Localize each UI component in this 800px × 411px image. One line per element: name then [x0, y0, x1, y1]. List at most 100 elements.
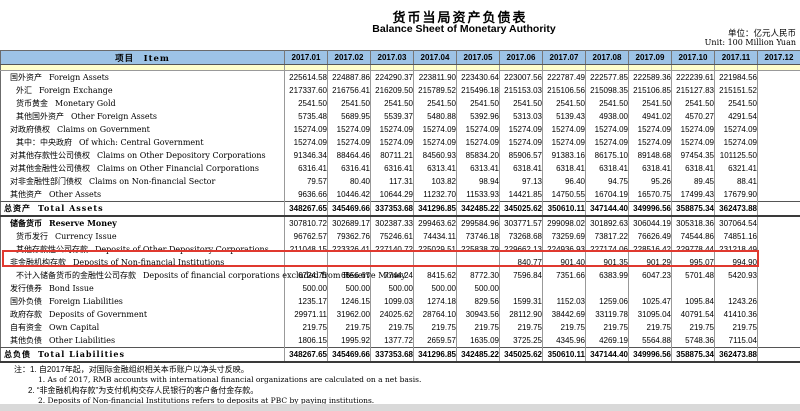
row-label-en: Foreign Exchange	[39, 86, 113, 95]
page-title-en: Balance Sheet of Monetary Authority	[372, 23, 556, 35]
cell-value: 85906.57	[499, 149, 543, 162]
cell-value: 10446.42	[327, 188, 371, 202]
cell-value: 225838.79	[456, 243, 500, 256]
cell-value: 28112.90	[499, 308, 543, 321]
cell-value: 229778.44	[671, 243, 715, 256]
cell-value: 223326.41	[327, 243, 371, 256]
row-label: 其他存款性公司存款 Deposits of Other Depository Co…	[1, 243, 285, 256]
horizontal-scrollbar[interactable]	[0, 404, 800, 411]
row-label-zh: 对非金融性部门债权	[10, 177, 82, 186]
cell-value: 215496.18	[456, 84, 500, 97]
cell-value	[284, 256, 328, 269]
cell-value: 38442.69	[542, 308, 586, 321]
row-label: 对非金融性部门债权 Claims on Non-financial Sector	[1, 175, 285, 188]
row-label-zh: 其中：中央政府	[16, 138, 72, 147]
cell-value: 74434.11	[413, 230, 457, 243]
cell-value: 80.40	[327, 175, 371, 188]
cell-value: 4570.27	[671, 110, 715, 123]
row-label: 外汇 Foreign Exchange	[1, 84, 285, 97]
cell-value: 341296.85	[413, 201, 457, 217]
cell-value	[757, 282, 800, 295]
cell-value: 14750.55	[542, 188, 586, 202]
cell-value: 219.75	[714, 321, 758, 334]
cell-value: 500.00	[284, 282, 328, 295]
row-label-zh: 政府存款	[10, 310, 42, 319]
table-row: 储备货币 Reserve Money 307810.72 302689.17 30238…	[1, 216, 800, 230]
cell-value: 15274.09	[284, 136, 328, 149]
cell-value: 94.75	[585, 175, 629, 188]
cell-value: 227174.06	[585, 243, 629, 256]
cell-value: 6856.67	[327, 269, 371, 282]
cell-value: 40791.54	[671, 308, 715, 321]
cell-value: 224887.86	[327, 70, 371, 84]
cell-value: 229662.13	[499, 243, 543, 256]
row-label: 国外资产 Foreign Assets	[1, 71, 285, 85]
cell-value: 222589.36	[628, 70, 672, 84]
spacer-cell	[542, 64, 586, 71]
cell-value: 28764.10	[413, 308, 457, 321]
row-label-en: Other Liabilities	[49, 336, 116, 345]
table-row: 其他国外资产 Other Foreign Assets 5735.48 5689.95…	[1, 110, 800, 123]
cell-value	[757, 123, 800, 136]
cell-value: 500.00	[456, 282, 500, 295]
cell-value: 7115.04	[714, 334, 758, 348]
cell-value: 6318.41	[542, 162, 586, 175]
cell-value: 1806.15	[284, 334, 328, 348]
cell-value: 349996.56	[628, 347, 672, 363]
cell-value: 15274.09	[413, 136, 457, 149]
row-label-zh: 对政府债权	[10, 125, 50, 134]
cell-value: 1095.84	[671, 295, 715, 308]
cell-value: 15274.09	[456, 136, 500, 149]
cell-value	[370, 256, 414, 269]
row-label-zh: 其他资产	[10, 190, 42, 199]
cell-value: 89148.68	[628, 149, 672, 162]
row-label-zh: 不计入储备货币的金融性公司存款	[16, 271, 136, 280]
cell-value: 225029.51	[413, 243, 457, 256]
month-column-header: 2017.01	[284, 50, 328, 65]
cell-value: 6316.41	[370, 162, 414, 175]
cell-value: 215789.52	[413, 84, 457, 97]
cell-value	[757, 162, 800, 175]
cell-value: 901.29	[628, 256, 672, 269]
table-row: 自有资金 Own Capital 219.75 219.75 219.75 219.75 2…	[1, 321, 800, 334]
table-row: 不计入储备货币的金融性公司存款 Deposits of financial cor…	[1, 269, 800, 282]
page-title-zh: 货币当局资产负债表	[392, 10, 528, 25]
cell-value: 6313.41	[413, 162, 457, 175]
cell-value: 307810.72	[284, 216, 328, 230]
cell-value: 15274.09	[370, 123, 414, 136]
cell-value: 219.75	[370, 321, 414, 334]
cell-value: 5564.88	[628, 334, 672, 348]
cell-value	[757, 175, 800, 188]
cell-value: 4291.54	[714, 110, 758, 123]
cell-value: 1635.09	[456, 334, 500, 348]
cell-value: 215106.85	[628, 84, 672, 97]
cell-value: 89.45	[671, 175, 715, 188]
cell-value: 215127.83	[671, 84, 715, 97]
cell-value: 345469.66	[327, 347, 371, 363]
table-row: 货币发行 Currency Issue 96762.57 79362.76 75246.…	[1, 230, 800, 243]
cell-value: 215106.56	[542, 84, 586, 97]
cell-value: 1995.92	[327, 334, 371, 348]
cell-value: 15274.09	[714, 136, 758, 149]
cell-value: 117.31	[370, 175, 414, 188]
row-label: 对政府债权 Claims on Government	[1, 123, 285, 136]
cell-value: 31095.04	[628, 308, 672, 321]
note-line-2-en: 2. Deposits of Non-financial Institution…	[38, 396, 375, 405]
spacer-cell	[671, 64, 715, 71]
table-row: 国外资产 Foreign Assets 225614.58 224887.86 2242…	[1, 70, 800, 85]
row-label-zh: 储备货币	[10, 218, 42, 228]
row-label: 其中：中央政府 Of which: Central Government	[1, 136, 285, 149]
cell-value: 6316.41	[284, 162, 328, 175]
cell-value: 341296.85	[413, 347, 457, 363]
note-line-2-zh: 2. “非金融机构存款”为支付机构交存人民银行的客户备付金存款。	[28, 386, 259, 395]
cell-value: 6313.41	[456, 162, 500, 175]
cell-value	[499, 282, 543, 295]
cell-value: 6321.41	[714, 162, 758, 175]
cell-value: 10644.29	[370, 188, 414, 202]
cell-value: 15274.09	[542, 136, 586, 149]
row-label-en: Claims on Government	[57, 125, 150, 134]
row-label: 非金融机构存款 Deposits of Non-financial Institu…	[1, 256, 285, 269]
cell-value: 1235.17	[284, 295, 328, 308]
cell-value: 345025.62	[499, 201, 543, 217]
cell-value	[757, 70, 800, 84]
